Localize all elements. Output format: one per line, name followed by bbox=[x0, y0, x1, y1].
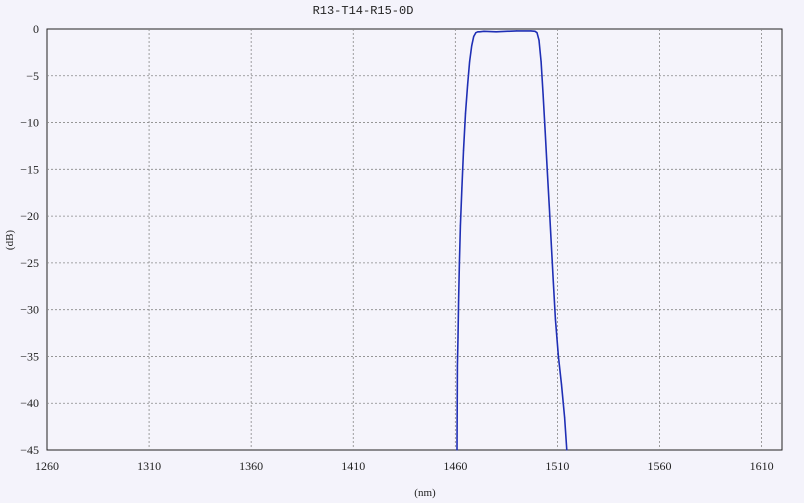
y-tick-label: −30 bbox=[20, 303, 39, 317]
series-point bbox=[475, 32, 477, 34]
series-point bbox=[554, 318, 557, 320]
x-tick-label: 1560 bbox=[648, 459, 672, 473]
series-point bbox=[557, 355, 560, 357]
y-tick-label: −20 bbox=[20, 209, 39, 223]
chart-title: R13-T14-R15-0D bbox=[313, 4, 414, 18]
series-point bbox=[546, 168, 548, 170]
y-axis-label: (dB) bbox=[4, 230, 16, 251]
series-point bbox=[548, 206, 550, 208]
x-tick-label: 1410 bbox=[341, 459, 365, 473]
series-point bbox=[550, 243, 552, 245]
series-point bbox=[457, 337, 459, 339]
x-tick-label: 1510 bbox=[545, 459, 569, 473]
series-point bbox=[564, 416, 566, 418]
series-point bbox=[456, 365, 458, 367]
series-point bbox=[467, 84, 469, 86]
x-tick-label: 1360 bbox=[239, 459, 263, 473]
y-tick-label: 0 bbox=[33, 22, 39, 36]
series-point bbox=[458, 262, 460, 264]
series-group bbox=[456, 30, 568, 451]
series-point bbox=[471, 45, 473, 47]
series-point bbox=[462, 150, 465, 152]
series-point bbox=[495, 31, 497, 33]
tick-labels: 1260 1310 1360 1410 1460 1510 1560 1610 0 −5 −10 −1… bbox=[20, 22, 773, 473]
y-tick-label: −45 bbox=[20, 443, 39, 457]
y-tick-label: −5 bbox=[26, 69, 39, 83]
y-tick-label: −25 bbox=[20, 256, 39, 270]
y-tick-label: −35 bbox=[20, 349, 39, 363]
series-point bbox=[459, 224, 461, 227]
series-point bbox=[536, 32, 538, 34]
x-tick-label: 1310 bbox=[137, 459, 161, 473]
grid-lines bbox=[47, 29, 782, 450]
x-tick-label: 1260 bbox=[35, 459, 59, 473]
x-axis-label: (nm) bbox=[414, 487, 436, 499]
y-tick-label: −15 bbox=[20, 162, 39, 176]
x-tick-label: 1610 bbox=[750, 459, 774, 473]
series-point bbox=[469, 61, 471, 63]
series-point bbox=[479, 31, 481, 33]
series-point bbox=[552, 281, 554, 283]
series-point bbox=[560, 383, 563, 386]
y-tick-label: −40 bbox=[20, 396, 39, 410]
series-point bbox=[538, 39, 540, 41]
series-point bbox=[544, 131, 546, 133]
series-point bbox=[483, 30, 485, 32]
series-point bbox=[458, 299, 460, 301]
series-point bbox=[542, 93, 544, 96]
series-point bbox=[534, 30, 536, 32]
x-tick-label: 1460 bbox=[443, 459, 467, 473]
series-point bbox=[530, 30, 532, 32]
series-point bbox=[464, 112, 467, 114]
series-point bbox=[566, 449, 568, 451]
series-point bbox=[540, 61, 542, 63]
series-point bbox=[461, 187, 463, 189]
series-point bbox=[516, 30, 518, 32]
y-tick-label: −10 bbox=[20, 116, 39, 130]
series-point bbox=[473, 35, 475, 38]
plot-area bbox=[46, 28, 783, 451]
series-point bbox=[456, 449, 458, 451]
series-point bbox=[477, 31, 479, 33]
